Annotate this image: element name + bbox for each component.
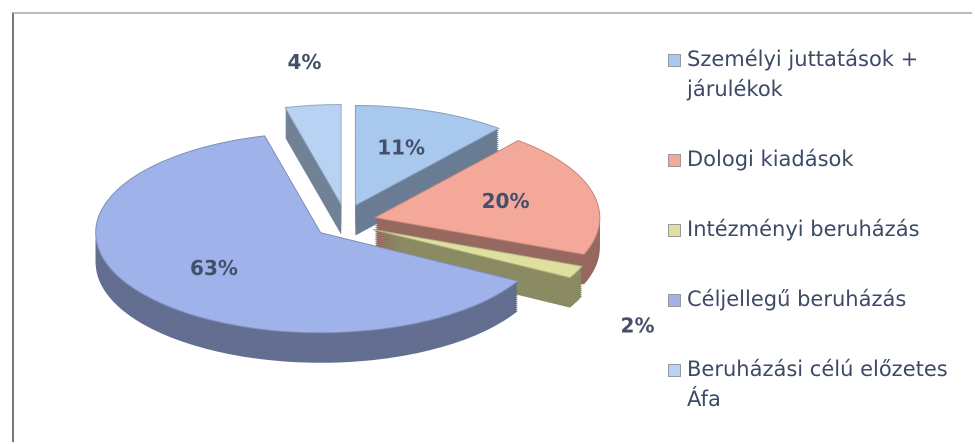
legend-item: Intézményi beruházás [668,214,968,244]
legend-item: Dologi kiadások [668,144,968,174]
legend-label: Céljellegű beruházás [687,287,907,311]
legend-swatch [668,54,681,67]
legend-swatch [668,224,681,237]
legend: Személyi juttatások + járulékok Dologi ki… [668,44,968,444]
slice [284,104,342,207]
data-label: 11% [377,135,425,159]
data-label: 20% [482,189,530,213]
slice [372,229,584,279]
legend-item: Személyi juttatások + járulékok [668,44,968,104]
chart-frame [12,12,972,442]
legend-item: Céljellegű beruházás [668,284,968,314]
data-label: 63% [190,256,238,280]
data-label: 2% [621,313,655,337]
legend-label: Személyi juttatások + járulékok [687,47,919,101]
legend-swatch [668,154,681,167]
legend-label: Intézményi beruházás [687,217,920,241]
legend-swatch [668,364,681,377]
legend-label: Dologi kiadások [687,147,854,171]
legend-label: Beruházási célú előzetes Áfa [687,357,948,411]
legend-item: Beruházási célú előzetes Áfa [668,354,968,414]
slice [354,104,501,207]
legend-swatch [668,294,681,307]
slice [373,140,601,255]
slice [95,135,519,334]
data-label: 4% [287,50,321,74]
